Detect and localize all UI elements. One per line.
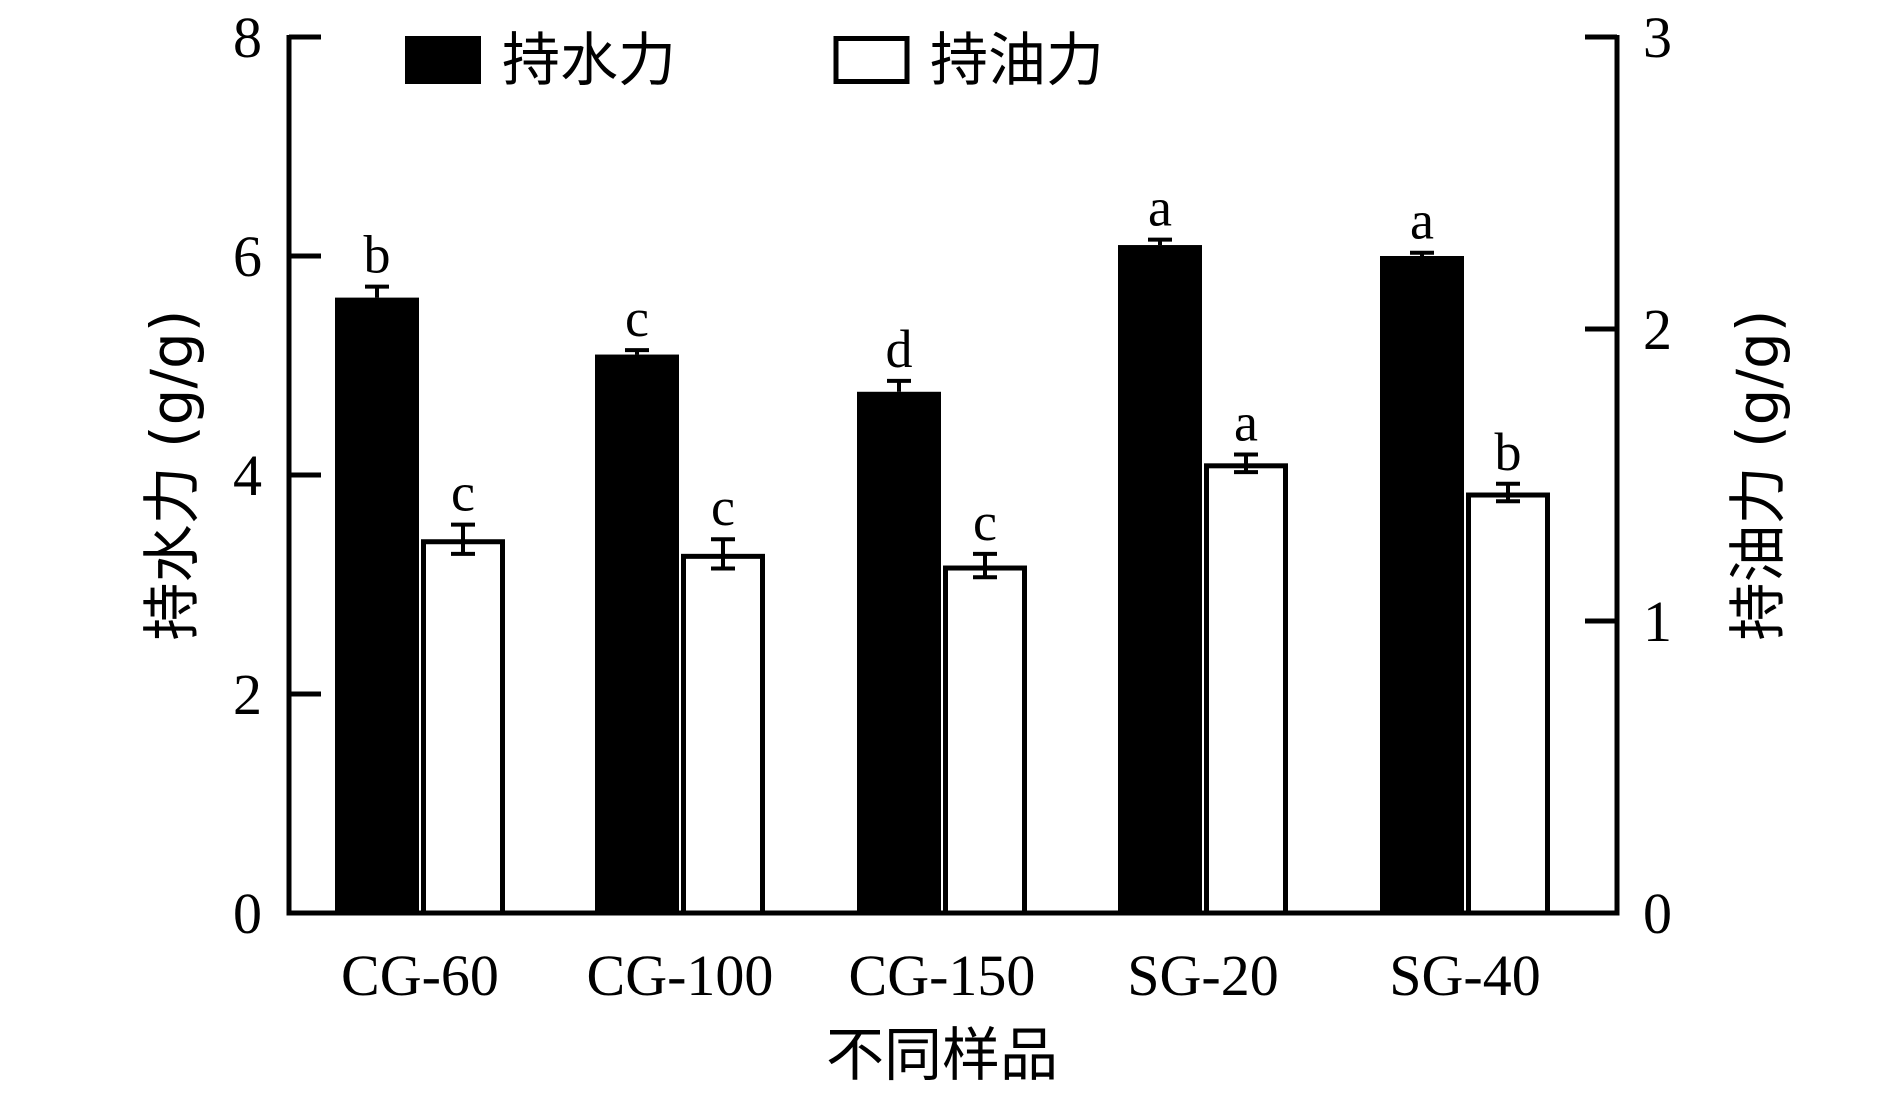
- bar-water-holding: [857, 391, 941, 913]
- left-tick-label: 8: [233, 5, 262, 70]
- significance-label: c: [973, 492, 997, 552]
- legend-label-water-holding: 持水力: [502, 26, 676, 94]
- legend: 持水力 持油力: [405, 26, 1104, 94]
- bar-water-holding: [335, 297, 419, 913]
- significance-label: c: [625, 288, 649, 348]
- bar-oil-holding: [681, 553, 765, 916]
- legend-label-oil-holding: 持油力: [930, 26, 1104, 94]
- labels-layer: CG-60 CG-100 CG-150 SG-20 SG-40 b c c c d c a a a b: [341, 178, 1541, 1008]
- legend-swatch-oil-holding: [833, 36, 910, 84]
- bars-layer: [335, 237, 1550, 916]
- category-label: SG-40: [1389, 943, 1540, 1008]
- category-label: SG-20: [1127, 943, 1278, 1008]
- left-tick-label: 2: [233, 662, 262, 727]
- significance-label: d: [886, 319, 913, 379]
- significance-label: a: [1148, 178, 1172, 238]
- category-label: CG-100: [587, 943, 774, 1008]
- legend-swatch-water-holding: [405, 36, 481, 84]
- right-tick-label: 0: [1643, 881, 1672, 946]
- left-tick-label: 6: [233, 224, 262, 289]
- left-tick-label: 4: [233, 443, 262, 508]
- significance-label: a: [1234, 393, 1258, 453]
- right-tick-label: 1: [1643, 589, 1672, 654]
- right-tick-label: 3: [1643, 5, 1672, 70]
- bar-oil-holding: [421, 539, 505, 916]
- significance-label: b: [364, 225, 391, 285]
- right-axis-title: 持油力 (g/g): [1724, 310, 1792, 641]
- significance-label: c: [451, 463, 475, 523]
- x-axis-title: 不同样品: [826, 1021, 1058, 1089]
- right-tick-label: 2: [1643, 297, 1672, 362]
- bar-water-holding: [595, 354, 679, 913]
- category-label: CG-150: [849, 943, 1036, 1008]
- significance-label: c: [711, 477, 735, 537]
- category-label: CG-60: [341, 943, 499, 1008]
- bar-water-holding: [1380, 256, 1464, 913]
- axes-layer: 0 2 4 6 8 0 1 2 3 持水力 (g/g) 持油力 (g/g) 不同样品: [138, 5, 1792, 1089]
- significance-label: b: [1495, 422, 1522, 482]
- bar-oil-holding: [1466, 492, 1550, 916]
- bar-oil-holding: [943, 565, 1027, 916]
- left-axis-title: 持水力 (g/g): [138, 310, 206, 641]
- bar-oil-holding: [1204, 463, 1288, 916]
- significance-label: a: [1410, 191, 1434, 251]
- left-tick-label: 0: [233, 881, 262, 946]
- bar-water-holding: [1118, 245, 1202, 914]
